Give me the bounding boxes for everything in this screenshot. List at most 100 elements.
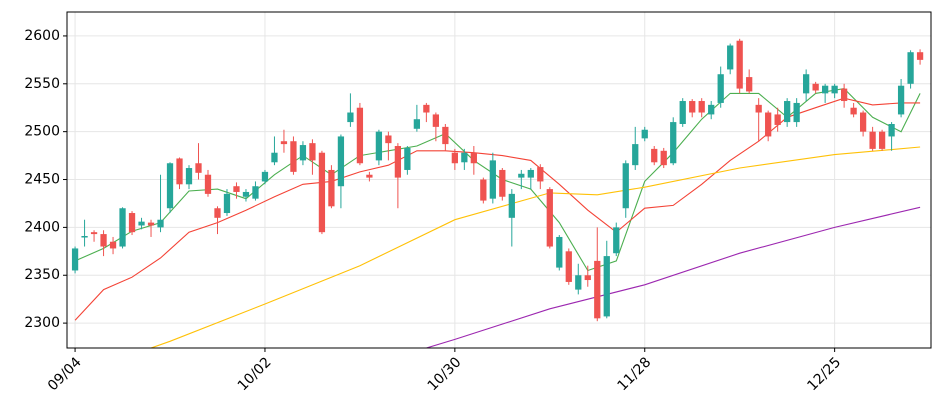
- candle-body: [803, 74, 810, 94]
- candle-body: [708, 104, 715, 115]
- candle-body: [413, 119, 421, 129]
- candle-body: [793, 102, 800, 123]
- candle-body: [916, 52, 924, 60]
- candle-body: [689, 101, 696, 113]
- candle-body: [641, 129, 648, 139]
- candle-body: [489, 160, 496, 199]
- y-tick-label: 2400: [24, 219, 60, 235]
- candle-body: [546, 189, 553, 247]
- candle-body: [252, 186, 259, 199]
- candle-body: [594, 260, 601, 319]
- candle-body: [660, 150, 667, 166]
- candle-body: [746, 77, 753, 92]
- candle-body: [736, 40, 743, 89]
- candle-body: [888, 124, 895, 137]
- candle-body: [603, 256, 610, 317]
- candle-body: [812, 83, 819, 91]
- candle-body: [575, 275, 582, 290]
- candle-body: [822, 85, 829, 94]
- candle-body: [299, 145, 307, 161]
- candle-body: [632, 144, 639, 166]
- candle-body: [157, 219, 164, 228]
- candle-body: [613, 227, 620, 254]
- candle-body: [470, 152, 477, 164]
- candle-body: [565, 251, 572, 282]
- y-tick-label: 2600: [24, 28, 60, 44]
- candle-body: [128, 213, 136, 233]
- y-tick-label: 2350: [24, 267, 60, 283]
- candle-body: [71, 248, 79, 271]
- candle-body: [100, 234, 107, 247]
- y-tick-label: 2300: [24, 315, 60, 331]
- candle-body: [166, 163, 174, 209]
- candle-body: [328, 169, 335, 207]
- candle-body: [840, 88, 848, 102]
- candle-body: [461, 152, 468, 163]
- candle-body: [584, 275, 591, 281]
- candle-body: [242, 191, 250, 197]
- candle-body: [537, 167, 544, 182]
- candle-body: [214, 208, 221, 218]
- candle-body: [147, 222, 155, 226]
- candle-body: [622, 163, 629, 209]
- candle-body: [679, 101, 686, 124]
- candle-body: [850, 107, 857, 115]
- candle-body: [204, 174, 212, 194]
- candle-body: [185, 168, 193, 185]
- y-tick-label: 2550: [24, 76, 60, 92]
- candle-body: [337, 136, 345, 187]
- candle-body: [271, 152, 278, 163]
- candle-body: [109, 241, 117, 249]
- candle-body: [859, 112, 867, 132]
- candle-body: [90, 232, 98, 235]
- candle-body: [869, 131, 876, 149]
- candle-body: [727, 45, 734, 70]
- candle-body: [375, 131, 383, 161]
- candle-body: [670, 122, 677, 164]
- candle-body: [261, 171, 269, 182]
- candle-body: [81, 236, 88, 238]
- candle-body: [432, 114, 439, 127]
- candle-body: [290, 141, 297, 172]
- candle-body: [774, 114, 781, 125]
- candle-body: [318, 152, 326, 233]
- candle-body: [831, 85, 838, 94]
- candle-body: [233, 186, 240, 192]
- y-tick-label: 2450: [24, 172, 60, 188]
- candle-body: [698, 101, 705, 113]
- candle-body: [451, 152, 458, 164]
- candle-body: [356, 107, 364, 164]
- y-tick-label: 2500: [24, 124, 60, 140]
- candle-body: [280, 141, 288, 145]
- candle-body: [394, 146, 402, 178]
- candle-body: [138, 221, 145, 226]
- candle-body: [755, 104, 762, 113]
- candle-body: [765, 112, 772, 137]
- candle-body: [556, 236, 563, 268]
- candle-body: [423, 104, 430, 113]
- candle-body: [878, 131, 886, 149]
- candle-body: [119, 208, 126, 247]
- candle-body: [366, 174, 373, 178]
- candle-body: [385, 135, 392, 144]
- candle-body: [347, 112, 354, 123]
- candle-body: [195, 163, 202, 173]
- candle-body: [223, 193, 231, 214]
- moving-average-line: [426, 206, 921, 348]
- candle-body: [897, 85, 905, 115]
- candle-body: [309, 143, 316, 161]
- candle-body: [651, 148, 658, 163]
- candle-body: [442, 126, 449, 145]
- candle-body: [907, 52, 914, 84]
- candle-body: [499, 169, 506, 197]
- candle-body: [784, 101, 791, 123]
- candle-body: [717, 74, 724, 103]
- candle-body: [404, 147, 411, 170]
- candle-body: [176, 158, 183, 185]
- candle-body: [527, 169, 534, 178]
- candle-body: [508, 193, 515, 218]
- candle-body: [518, 173, 525, 178]
- candle-body: [480, 179, 487, 201]
